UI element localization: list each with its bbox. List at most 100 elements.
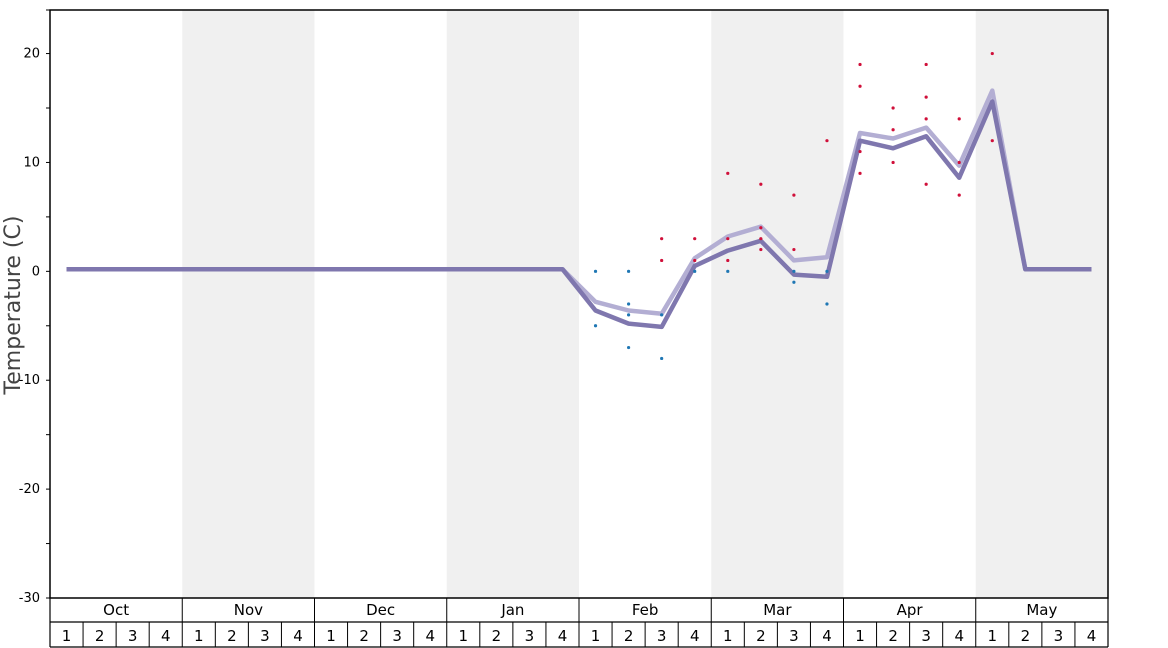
month-label-nov: Nov: [234, 601, 263, 619]
high-point: [990, 51, 994, 56]
low-point: [626, 302, 631, 306]
high-point: [858, 171, 862, 175]
x-axis-table: Oct 1 2 3 4 Nov 1 2 3 4 Dec 1 2 3 4 Jan 1 2 3 4 Feb 1 2 3 4 Mar 1 2…: [49, 598, 1109, 648]
week-label: 2: [1021, 627, 1031, 645]
month-band-mar: [711, 10, 844, 598]
y-tick-label: -30: [19, 591, 40, 606]
low-point: [726, 269, 730, 273]
high-point: [924, 62, 928, 67]
month-label-feb: Feb: [632, 601, 659, 619]
week-label: 2: [492, 627, 502, 645]
high-point: [792, 193, 796, 197]
month-label-oct: Oct: [103, 601, 129, 619]
high-point: [759, 237, 763, 241]
high-point: [924, 182, 928, 186]
high-point: [924, 117, 928, 121]
week-label: 3: [128, 627, 138, 645]
week-label: 3: [657, 627, 667, 645]
week-label: 3: [392, 627, 402, 645]
y-tick-label: 20: [23, 47, 40, 62]
low-point: [660, 313, 664, 317]
week-label: 4: [558, 627, 568, 645]
high-point: [726, 258, 730, 263]
week-label: 3: [921, 627, 931, 645]
plot-frame: [49, 9, 1109, 599]
y-tick-label: -20: [19, 482, 40, 497]
week-label: 4: [293, 627, 303, 645]
week-label: 2: [756, 627, 766, 645]
month-band-nov: [182, 10, 315, 598]
high-point: [726, 237, 730, 241]
month-label-dec: Dec: [366, 601, 395, 619]
week-label: 1: [62, 627, 72, 645]
week-label: 2: [624, 627, 634, 645]
low-point: [693, 269, 697, 273]
week-label: 1: [459, 627, 469, 645]
low-point: [626, 269, 631, 273]
week-label: 2: [95, 627, 105, 645]
high-point: [891, 106, 895, 110]
high-point: [693, 258, 697, 263]
series-lines: [66, 88, 1092, 330]
y-tick-label: 0: [32, 264, 40, 279]
high-point: [726, 171, 730, 175]
week-label: 3: [789, 627, 799, 645]
month-label-apr: Apr: [897, 601, 924, 619]
high-point: [759, 226, 763, 230]
week-label: 4: [690, 627, 700, 645]
month-label-mar: Mar: [763, 601, 792, 619]
week-label: 1: [988, 627, 998, 645]
low-point: [593, 269, 598, 273]
week-label: 4: [425, 627, 435, 645]
series-line-2: [66, 99, 1092, 330]
low-point: [593, 324, 598, 328]
month-label-jan: Jan: [500, 601, 524, 619]
low-point: [792, 280, 796, 284]
low-point: [825, 302, 829, 306]
week-label: 3: [1054, 627, 1064, 645]
low-point: [792, 269, 796, 273]
week-label: 1: [326, 627, 336, 645]
high-point: [957, 193, 961, 197]
y-tick-label: 10: [23, 155, 40, 170]
high-point: [660, 237, 664, 241]
y-tick-label: -10: [19, 373, 40, 388]
scatter-points: [593, 51, 994, 361]
week-label: 2: [359, 627, 369, 645]
high-point: [693, 237, 697, 241]
week-label: 3: [260, 627, 270, 645]
week-label: 4: [822, 627, 832, 645]
week-label: 4: [161, 627, 171, 645]
high-point: [792, 247, 796, 252]
high-point: [858, 84, 862, 88]
low-point: [825, 269, 829, 273]
high-point: [957, 160, 961, 165]
week-label: 2: [227, 627, 237, 645]
low-point: [626, 345, 631, 350]
high-point: [759, 247, 763, 252]
week-label: 1: [194, 627, 204, 645]
low-point: [660, 356, 664, 361]
high-point: [660, 258, 664, 263]
high-point: [858, 62, 862, 67]
high-point: [990, 139, 994, 143]
high-point: [759, 182, 763, 186]
high-point: [858, 149, 862, 154]
week-label: 1: [855, 627, 865, 645]
high-point: [891, 160, 895, 165]
week-label: 1: [723, 627, 733, 645]
high-point: [825, 139, 829, 143]
week-label: 3: [525, 627, 535, 645]
high-point: [957, 117, 961, 121]
week-label: 2: [888, 627, 898, 645]
month-band-jan: [446, 10, 579, 598]
week-label: 4: [1087, 627, 1097, 645]
week-label: 1: [591, 627, 601, 645]
week-label: 4: [954, 627, 964, 645]
high-point: [924, 95, 928, 99]
high-point: [891, 128, 895, 132]
month-shading-bands: [182, 10, 1108, 598]
y-axis-label: Temperature (C): [1, 216, 26, 396]
month-label-may: May: [1026, 601, 1057, 619]
low-point: [626, 313, 631, 317]
